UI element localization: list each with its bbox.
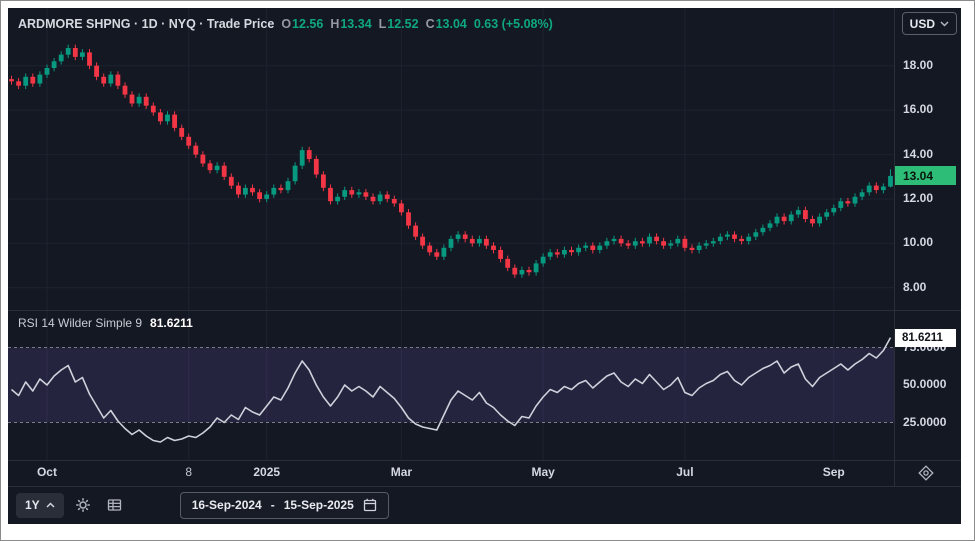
price-change: 0.63 (+5.08%) (473, 17, 553, 31)
date-range-button[interactable]: 1Y (16, 492, 64, 518)
time-axis-label: Sep (822, 465, 845, 479)
last-price-badge: 13.04 (895, 166, 956, 186)
date-to: 15-Sep-2025 (283, 498, 354, 512)
data-table-button[interactable] (102, 492, 128, 518)
price-axis-label: 18.00 (903, 57, 934, 72)
rsi-title: RSI 14 Wilder Simple 9 (18, 316, 143, 330)
range-label: 1Y (25, 498, 40, 512)
chart-settings-button[interactable] (70, 492, 96, 518)
price-axis-separator (894, 8, 895, 486)
pane-separator[interactable] (8, 310, 961, 311)
rsi-value-badge: 81.6211 (895, 328, 956, 347)
price-axis-label: 10.00 (903, 235, 934, 250)
price-pane[interactable] (8, 8, 894, 310)
candlestick-chart[interactable] (8, 8, 894, 310)
price-axis-label: 12.00 (903, 190, 934, 205)
diamond-target-icon (917, 464, 935, 482)
currency-dropdown[interactable]: USD (901, 12, 957, 35)
price-axis-label: 8.00 (903, 279, 927, 294)
symbol-description: ARDMORE SHPNG · 1D · NYQ · Trade Price (18, 17, 275, 31)
price-scale[interactable]: 13.04 81.6211 18.00 16.00 14.00 12.00 10.00 8… (895, 8, 961, 460)
ohlc-open: O 12.56 (281, 17, 324, 31)
gear-icon (75, 497, 91, 513)
rsi-legend[interactable]: RSI 14 Wilder Simple 9 81.6211 (18, 316, 193, 330)
date-from: 16-Sep-2024 (191, 498, 262, 512)
time-axis-separator (8, 460, 961, 461)
time-axis-label: Oct (36, 465, 57, 479)
ohlc-close: C 13.04 (425, 17, 467, 31)
rsi-pane[interactable] (8, 310, 894, 460)
time-axis-label: Mar (390, 465, 413, 479)
rsi-axis-label: 25.0000 (903, 414, 947, 429)
date-range-picker[interactable]: 16-Sep-2024 - 15-Sep-2025 (179, 491, 389, 519)
ohlc-low: L 12.52 (378, 17, 419, 31)
table-grid-icon (107, 498, 122, 512)
time-axis-label: May (531, 465, 555, 479)
price-axis-label: 14.00 (903, 146, 934, 161)
symbol-legend[interactable]: ARDMORE SHPNG · 1D · NYQ · Trade Price O… (18, 17, 553, 31)
time-axis-label: Jul (676, 465, 694, 479)
price-axis-label: 16.00 (903, 102, 934, 117)
time-axis-label: 8 (185, 465, 193, 479)
toolbar-separator (8, 486, 961, 487)
rsi-chart[interactable] (8, 310, 894, 460)
time-axis-label: 2025 (253, 465, 281, 479)
scale-settings-button[interactable] (916, 463, 936, 483)
bottom-toolbar: 1Y (8, 486, 961, 524)
rsi-axis-label: 50.0000 (903, 377, 947, 391)
chevron-up-icon (46, 502, 55, 508)
currency-label: USD (909, 16, 935, 31)
date-dash: - (270, 498, 275, 512)
calendar-icon (363, 498, 377, 512)
chevron-down-icon (940, 20, 949, 27)
chart-container: ARDMORE SHPNG · 1D · NYQ · Trade Price O… (8, 8, 961, 524)
time-scale[interactable]: Oct 8 2025 Mar May Jul Sep (8, 460, 894, 486)
ohlc-high: H 13.34 (330, 17, 372, 31)
rsi-value: 81.6211 (150, 316, 193, 330)
